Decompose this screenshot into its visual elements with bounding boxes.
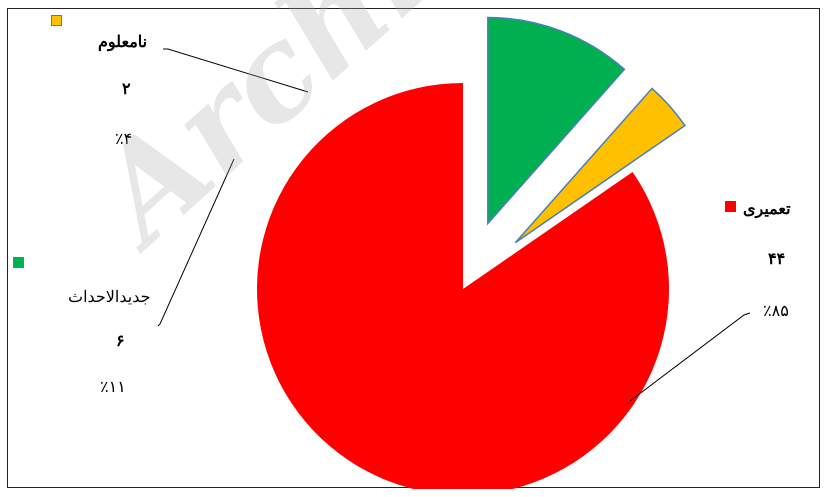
slice-percent-unknown: ٪۴ [115, 129, 133, 148]
pie-slice-new [487, 16, 626, 226]
chart-frame: تعمیری ۴۴ ٪۸۵ نامعلوم ۲ ٪۴ جدیدالاحداث ۶… [7, 0, 820, 489]
leader-line-new [157, 158, 235, 327]
pie-chart [157, 16, 751, 489]
leader-line-repair [629, 312, 751, 402]
slice-value-new: ۶ [116, 331, 125, 350]
legend-swatch-repair [725, 201, 736, 212]
slice-percent-repair: ٪۸۵ [763, 301, 789, 320]
slice-percent-new: ٪۱۱ [100, 377, 126, 396]
legend-swatch-unknown [51, 15, 62, 26]
leader-line-unknown [163, 48, 309, 93]
slice-value-repair: ۴۴ [768, 249, 786, 268]
legend-swatch-new [13, 257, 24, 268]
slice-label-repair: تعمیری [743, 199, 791, 218]
pie-slice-unknown [514, 87, 686, 244]
slice-label-new: جدیدالاحداث [68, 287, 151, 306]
slice-value-unknown: ۲ [122, 79, 131, 98]
pie-slice-repair [257, 83, 669, 489]
slice-label-unknown: نامعلوم [98, 32, 148, 51]
